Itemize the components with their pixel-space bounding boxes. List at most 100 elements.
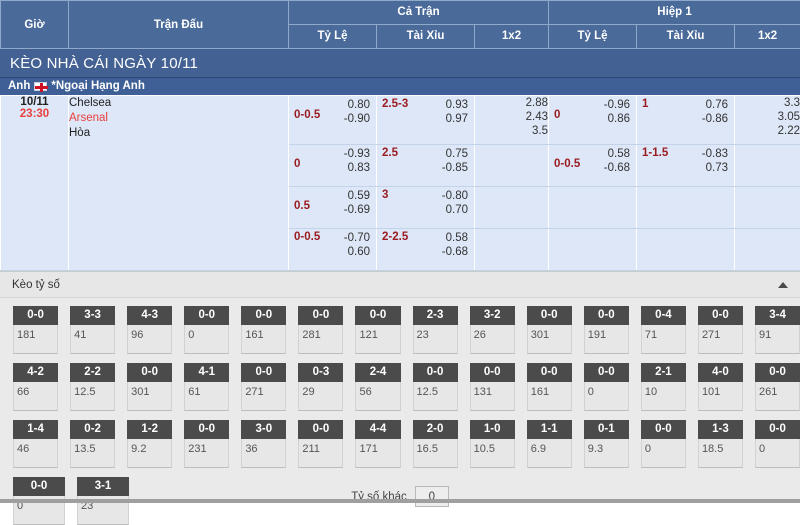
match-time-cell: 10/11 23:30: [1, 96, 69, 271]
h1-ou-line: 1: [642, 98, 648, 110]
score-card-odd: 281: [298, 325, 343, 354]
header-row-top: Giờ Trận Đấu Cả Trận Hiệp 1: [1, 1, 800, 25]
score-card-label: 0-0: [641, 420, 686, 439]
score-card-odd: 71: [641, 325, 686, 354]
score-card-odd: 131: [470, 382, 515, 411]
ft-1x2-cell[interactable]: [475, 229, 549, 271]
ft-ou-v1: 0.58: [446, 232, 468, 244]
score-card-odd: 301: [527, 325, 572, 354]
other-score-value[interactable]: 0: [415, 486, 449, 507]
h1-1x2-cell[interactable]: [735, 145, 800, 187]
score-card-label: 2-2: [70, 363, 115, 382]
score-card-label: 2-0: [413, 420, 458, 439]
ft-1x2-draw: 3.5: [475, 124, 548, 138]
ft-1x2-cell[interactable]: [475, 145, 549, 187]
h1-overunder-cell[interactable]: 1 0.76 -0.86: [637, 96, 735, 145]
h1-1x2-cell[interactable]: [735, 229, 800, 271]
score-card-label: 0-0: [241, 306, 286, 325]
h1-handicap-line: 0-0.5: [554, 158, 580, 170]
subheader-h1-handicap: Tỷ Lệ: [549, 25, 637, 49]
ft-handicap-cell[interactable]: 0-0.5 -0.70 0.60: [289, 229, 377, 271]
score-card-odd: 23: [413, 325, 458, 354]
h1-overunder-cell[interactable]: 1-1.5 -0.83 0.73: [637, 145, 735, 187]
h1-overunder-cell[interactable]: [637, 187, 735, 229]
ft-1x2-cell[interactable]: [475, 187, 549, 229]
league-bar[interactable]: Anh *Ngoại Hạng Anh: [0, 78, 800, 95]
score-card-label: 0-0: [527, 306, 572, 325]
score-card-label: 0-0: [755, 420, 800, 439]
score-panel-title: Kèo tỷ số: [12, 279, 60, 291]
h1-1x2-cell[interactable]: 3.3 3.05 2.22: [735, 96, 800, 145]
draw-label: Hòa: [69, 126, 288, 141]
h1-handicap-cell[interactable]: [549, 187, 637, 229]
score-card-label: 2-4: [355, 363, 400, 382]
ft-handicap-cell[interactable]: 0-0.5 0.80 -0.90: [289, 96, 377, 145]
caret-up-icon[interactable]: [778, 282, 788, 288]
ft-handicap-cell[interactable]: 0 -0.93 0.83: [289, 145, 377, 187]
ft-overunder-cell[interactable]: 2.5 0.75 -0.85: [377, 145, 475, 187]
score-panel-header[interactable]: Kèo tỷ số: [0, 271, 800, 298]
h1-handicap-cell[interactable]: [549, 229, 637, 271]
ft-overunder-cell[interactable]: 3 -0.80 0.70: [377, 187, 475, 229]
ft-1x2-cell[interactable]: 2.88 2.43 3.5: [475, 96, 549, 145]
subheader-ft-1x2: 1x2: [475, 25, 549, 49]
h1-handicap-cell[interactable]: 0-0.5 0.58 -0.68: [549, 145, 637, 187]
h1-1x2-cell[interactable]: [735, 187, 800, 229]
group-header-fulltime: Cả Trận: [289, 1, 549, 25]
score-card-odd: 301: [127, 382, 172, 411]
score-card-odd: 231: [184, 439, 229, 468]
ft-handicap-cell[interactable]: 0.5 0.59 -0.69: [289, 187, 377, 229]
ft-overunder-cell[interactable]: 2.5-3 0.93 0.97: [377, 96, 475, 145]
ft-1x2-away: 2.43: [475, 110, 548, 124]
score-card-odd: 181: [13, 325, 58, 354]
h1-overunder-cell[interactable]: [637, 229, 735, 271]
score-card-label: 4-2: [13, 363, 58, 382]
h1-handicap-cell[interactable]: 0 -0.96 0.86: [549, 96, 637, 145]
table-row[interactable]: 10/11 23:30 Chelsea Arsenal Hòa 0-0.5 0.…: [1, 96, 800, 145]
ft-overunder-cell[interactable]: 2-2.5 0.58 -0.68: [377, 229, 475, 271]
h1-1x2-draw: 2.22: [735, 124, 800, 138]
